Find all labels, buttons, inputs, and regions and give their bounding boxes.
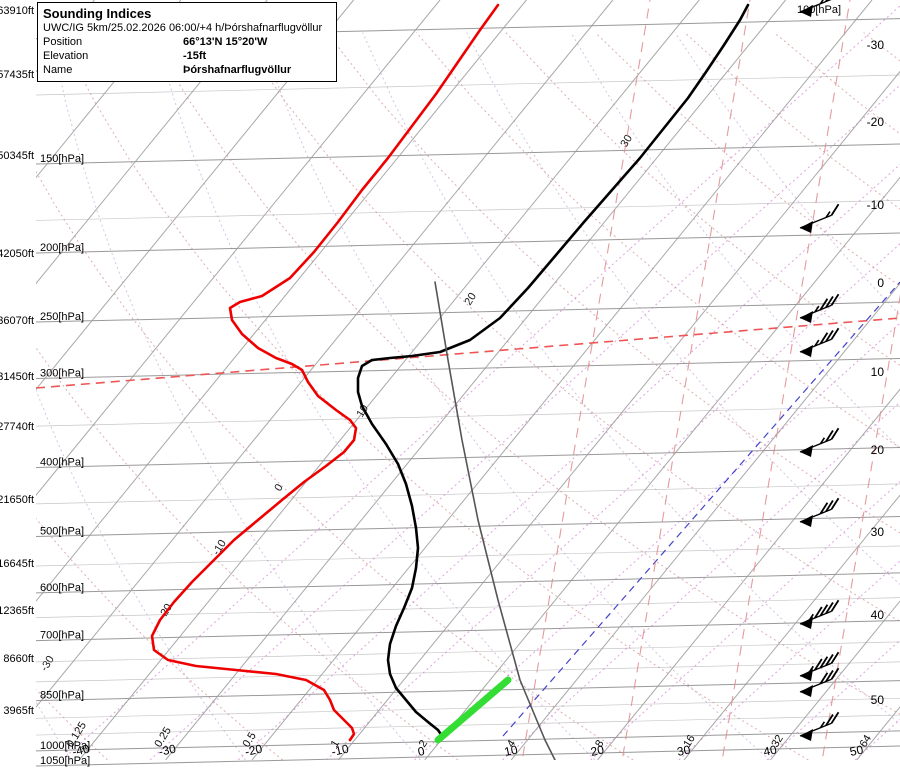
temperature-tick-right: -30 xyxy=(867,38,885,52)
profile-dewpoint xyxy=(150,3,500,742)
altitude-tick: 12365ft xyxy=(0,605,34,617)
wind-barb xyxy=(799,497,840,527)
wind-barb xyxy=(799,427,840,457)
altitude-tick: 16645ft xyxy=(0,558,34,570)
sounding-profile-curves xyxy=(150,3,750,760)
wind-barb xyxy=(799,667,840,697)
altitude-tick: 42050ft xyxy=(0,248,34,260)
pressure-tick: 850[hPa] xyxy=(40,690,84,702)
svg-text:1: 1 xyxy=(329,738,342,750)
pressure-tick: 400[hPa] xyxy=(40,456,84,468)
sounding-indices-infobox: Sounding Indices UWC/IG 5km/25.02.2026 0… xyxy=(37,2,337,82)
wind-barb xyxy=(799,293,840,323)
dry-adiabat-lines xyxy=(36,32,900,760)
infobox-key-position: Position xyxy=(43,36,83,48)
pressure-tick: 150[hPa] xyxy=(40,153,84,165)
altitude-tick: 8660ft xyxy=(3,653,34,665)
temperature-tick-right: 0 xyxy=(877,276,884,290)
wind-barb xyxy=(799,651,840,681)
temperature-tick-right: 20 xyxy=(871,443,885,457)
pressure-tick: 1050[hPa] xyxy=(40,755,90,767)
temperature-tick-bottom: -40 xyxy=(71,742,91,759)
temperature-tick-bottom: 20 xyxy=(589,742,605,759)
svg-text:64: 64 xyxy=(857,733,874,750)
temperature-tick-bottom: 0 xyxy=(417,744,427,759)
temperature-tick-right: -20 xyxy=(867,115,885,129)
wind-barb xyxy=(799,599,840,629)
temperature-tick-bottom: 30 xyxy=(676,742,692,759)
wind-barb-column xyxy=(799,0,840,741)
wind-barb xyxy=(799,327,840,357)
pressure-tick-top-right: 100[hPa] xyxy=(797,4,841,16)
temperature-tick-right: 30 xyxy=(871,525,885,539)
pressure-tick: 700[hPa] xyxy=(40,630,84,642)
svg-text:32: 32 xyxy=(769,733,786,750)
temperature-tick-right: 10 xyxy=(871,365,885,379)
infobox-row-position: Position 66°13'N 15°20'W xyxy=(43,35,331,49)
temperature-tick-bottom: 40 xyxy=(762,742,778,759)
profile-temperature xyxy=(356,3,750,742)
temperature-tick-right: 40 xyxy=(871,608,885,622)
surface-wind-vector xyxy=(434,676,512,744)
pressure-tick: 500[hPa] xyxy=(40,525,84,537)
temperature-tick-bottom: 10 xyxy=(503,742,519,759)
wind-barb xyxy=(799,203,840,233)
pressure-tick: 200[hPa] xyxy=(40,242,84,254)
altitude-tick: 57435ft xyxy=(0,69,34,81)
wind-barb xyxy=(799,711,840,741)
altitude-tick: 31450ft xyxy=(0,371,34,383)
pressure-tick: 250[hPa] xyxy=(40,311,84,323)
temperature-tick-bottom: -30 xyxy=(157,742,177,759)
altitude-tick: 27740ft xyxy=(0,421,34,433)
svg-text:2: 2 xyxy=(417,738,430,750)
svg-text:8: 8 xyxy=(593,738,606,750)
svg-text:20: 20 xyxy=(462,291,479,308)
temperature-tick-right: -10 xyxy=(867,198,885,212)
infobox-key-name: Name xyxy=(43,64,73,76)
pressure-tick: 600[hPa] xyxy=(40,582,84,594)
altitude-tick: 21650ft xyxy=(0,494,34,506)
altitude-tick: 50345ft xyxy=(0,150,34,162)
altitude-tick: 36070ft xyxy=(0,315,34,327)
altitude-tick: 3965ft xyxy=(3,705,34,717)
svg-text:0: 0 xyxy=(272,482,285,494)
special-level-lines xyxy=(36,0,900,760)
temperature-tick-bottom: -20 xyxy=(244,742,264,759)
temperature-tick-right: 50 xyxy=(871,693,885,707)
infobox-subtitle: UWC/IG 5km/25.02.2026 06:00/+4 h/Þórshaf… xyxy=(43,22,323,34)
infobox-value-position: 66°13'N 15°20'W xyxy=(183,36,268,48)
svg-text:30: 30 xyxy=(618,133,635,150)
svg-text:16: 16 xyxy=(681,733,698,750)
infobox-row-name: Name Þórshafnarflugvöllur xyxy=(43,63,331,77)
wind-barb xyxy=(799,0,832,17)
mixing-ratio-lines xyxy=(61,5,900,760)
infobox-value-elevation: -15ft xyxy=(183,50,207,62)
infobox-title: Sounding Indices xyxy=(43,6,152,21)
profile-parcel xyxy=(434,281,556,760)
infobox-row-elevation: Elevation -15ft xyxy=(43,49,331,63)
pressure-tick: 1000[hPa] xyxy=(40,740,90,752)
temperature-tick-bottom: 50 xyxy=(849,742,865,759)
moist-adiabat-lines xyxy=(36,32,900,760)
infobox-key-elevation: Elevation xyxy=(43,50,89,62)
altitude-tick: 63910ft xyxy=(0,5,34,17)
infobox-value-name: Þórshafnarflugvöllur xyxy=(183,64,292,76)
svg-text:4: 4 xyxy=(505,738,518,750)
temperature-tick-bottom: -10 xyxy=(330,742,350,759)
pressure-tick: 300[hPa] xyxy=(40,367,84,379)
